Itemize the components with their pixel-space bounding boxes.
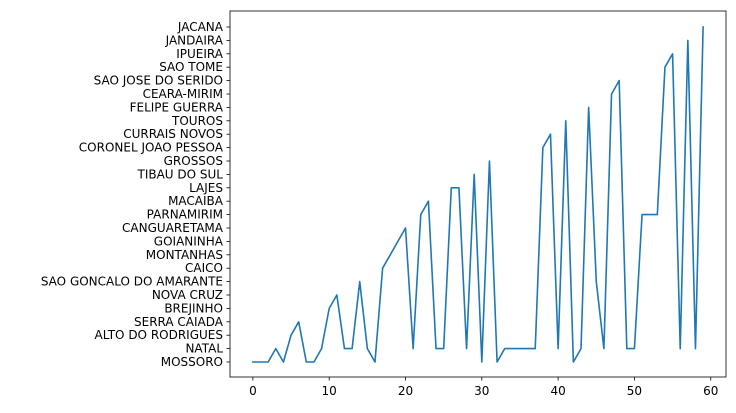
y-tick-label: LAJES [189, 181, 223, 195]
y-tick-label: CORONEL JOAO PESSOA [79, 141, 224, 155]
y-tick-label: NATAL [185, 342, 223, 356]
x-tick-label: 60 [703, 384, 718, 398]
y-tick-label: JANDAIRA [165, 33, 224, 47]
y-tick-label: FELIPE GUERRA [130, 100, 224, 114]
y-tick-label: GOIANINHA [154, 234, 224, 248]
y-tick-label: JACANA [177, 20, 224, 34]
y-tick-label: CAICO [185, 261, 223, 275]
axes-frame [229, 10, 727, 378]
x-tick-label: 40 [550, 384, 565, 398]
y-tick-label: CANGUARETAMA [122, 221, 224, 235]
y-tick-label: SAO TOME [159, 60, 223, 74]
y-tick-label: TOUROS [171, 114, 223, 128]
x-tick-label: 50 [627, 384, 642, 398]
y-tick-label: CURRAIS NOVOS [123, 127, 223, 141]
series-line [252, 26, 704, 363]
y-tick-label: CEARA-MIRIM [143, 87, 223, 101]
y-tick-label: TIBAU DO SUL [137, 167, 224, 181]
y-tick-label: PARNAMIRIM [147, 208, 223, 222]
y-tick-label: IPUEIRA [176, 47, 224, 61]
x-tick-label: 20 [398, 384, 413, 398]
y-tick-label: SERRA CAIADA [134, 315, 224, 329]
y-tick-label: NOVA CRUZ [152, 288, 223, 302]
y-tick-label: SAO JOSE DO SERIDO [94, 74, 223, 88]
x-tick-label: 30 [474, 384, 489, 398]
y-tick-label: ALTO DO RODRIGUES [94, 328, 223, 342]
y-tick-label: BREJINHO [164, 301, 223, 315]
x-tick-label: 0 [249, 384, 257, 398]
x-tick-label: 10 [322, 384, 337, 398]
series-layer [252, 26, 704, 363]
y-tick-label: MONTANHAS [146, 248, 223, 262]
y-tick-label: SAO GONCALO DO AMARANTE [41, 275, 223, 289]
y-tick-label: MOSSORO [161, 355, 223, 369]
y-tick-label: MACAIBA [168, 194, 224, 208]
y-tick-label: GROSSOS [164, 154, 223, 168]
x-axis-ticks: 0 10 20 30 40 50 60 [249, 377, 718, 398]
